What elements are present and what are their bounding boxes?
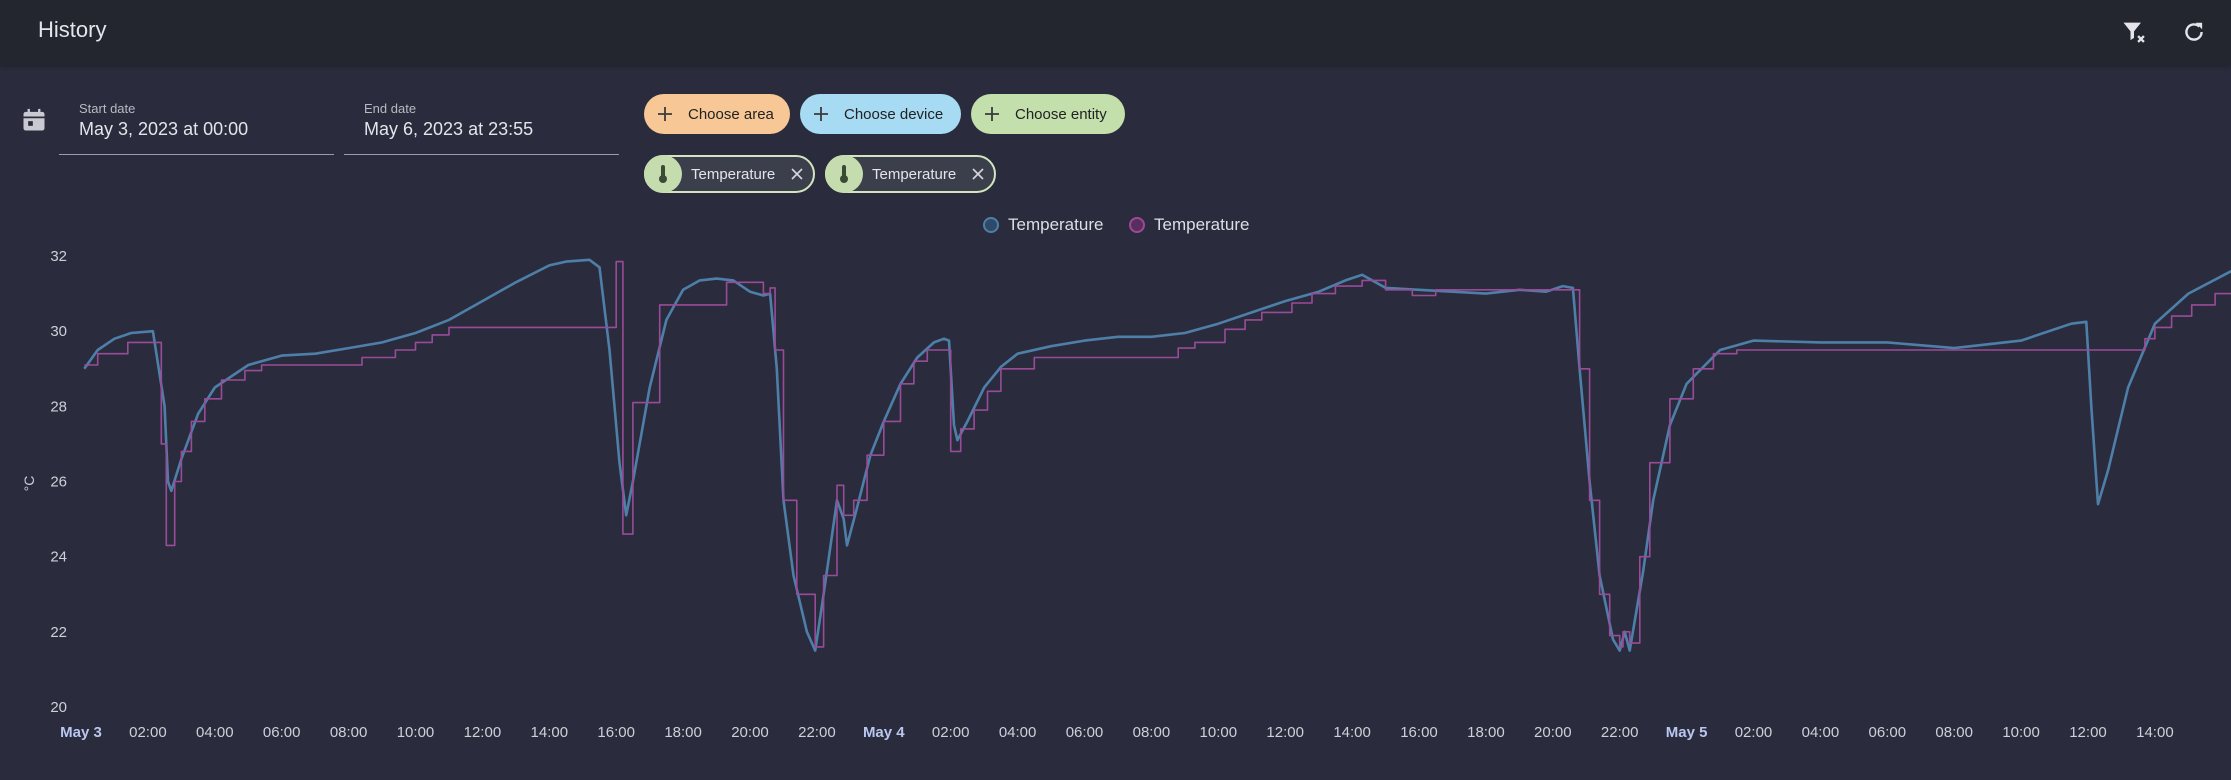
thermometer-icon [659, 165, 667, 183]
y-tick-label: 22 [50, 624, 67, 641]
entity-avatar [825, 155, 863, 193]
y-tick-label: 24 [50, 549, 67, 566]
y-tick-label: 28 [50, 398, 67, 415]
x-tick-label: May 4 [863, 724, 905, 741]
app-toolbar: History [0, 0, 2231, 65]
end-date-value: May 6, 2023 at 23:55 [364, 119, 534, 139]
x-tick-label: 12:00 [1266, 724, 1304, 741]
refresh-button[interactable] [2176, 14, 2212, 50]
choose-device-label: Choose device [844, 105, 944, 123]
entity-chip-label: Temperature [691, 165, 776, 183]
entity-chip: Temperature [644, 155, 815, 193]
x-tick-label: 06:00 [263, 724, 301, 741]
remove-icon[interactable] [971, 167, 985, 181]
calendar-icon[interactable] [20, 106, 48, 134]
choose-entity-button[interactable]: Choose entity [971, 94, 1125, 134]
choose-entity-label: Choose entity [1015, 105, 1107, 123]
choose-area-label: Choose area [688, 105, 774, 123]
x-tick-label: 14:00 [531, 724, 569, 741]
y-axis-label: °C [21, 476, 37, 492]
x-tick-label: 06:00 [1066, 724, 1104, 741]
y-tick-label: 20 [50, 699, 67, 716]
x-tick-label: 02:00 [932, 724, 970, 741]
x-tick-label: 04:00 [999, 724, 1037, 741]
thermometer-icon [840, 165, 848, 183]
legend-item-series-1[interactable]: Temperature [983, 215, 1103, 235]
y-tick-label: 26 [50, 474, 67, 491]
filter-remove-icon [2123, 22, 2145, 43]
start-date-label: Start date [79, 101, 136, 116]
entity-avatar [644, 155, 682, 193]
x-tick-label: 14:00 [1333, 724, 1371, 741]
entity-chip-label: Temperature [872, 165, 957, 183]
x-tick-label: 20:00 [1534, 724, 1572, 741]
plus-icon [658, 107, 672, 121]
legend-item-series-2[interactable]: Temperature [1129, 215, 1249, 235]
series-line-1 [83, 258, 2231, 652]
end-date-field[interactable]: End date May 6, 2023 at 23:55 [344, 96, 619, 155]
x-tick-label: 20:00 [731, 724, 769, 741]
refresh-icon [2185, 22, 2203, 41]
y-tick-label: 30 [50, 323, 67, 340]
x-tick-label: 18:00 [1467, 724, 1505, 741]
start-date-value: May 3, 2023 at 00:00 [79, 119, 249, 139]
legend-swatch [983, 217, 999, 233]
x-tick-label: 10:00 [1200, 724, 1238, 741]
x-tick-label: 12:00 [464, 724, 502, 741]
x-tick-label: 16:00 [597, 724, 635, 741]
choose-device-button[interactable]: Choose device [800, 94, 961, 134]
choose-area-button[interactable]: Choose area [644, 94, 790, 134]
legend-swatch [1129, 217, 1145, 233]
x-tick-label: 06:00 [1869, 724, 1907, 741]
x-tick-label: 02:00 [1735, 724, 1773, 741]
remove-icon[interactable] [790, 167, 804, 181]
series-line-2 [84, 260, 2231, 648]
x-tick-label: 04:00 [1802, 724, 1840, 741]
x-tick-label: 04:00 [196, 724, 234, 741]
end-date-label: End date [364, 101, 417, 116]
x-tick-label: 16:00 [1400, 724, 1438, 741]
entity-chip: Temperature [825, 155, 996, 193]
start-date-field[interactable]: Start date May 3, 2023 at 00:00 [59, 96, 334, 155]
y-tick-label: 32 [50, 248, 67, 265]
x-tick-label: 22:00 [798, 724, 836, 741]
plus-icon [985, 107, 999, 121]
x-tick-label: 08:00 [1935, 724, 1973, 741]
x-tick-label: 10:00 [397, 724, 435, 741]
x-tick-label: 12:00 [2069, 724, 2107, 741]
plus-icon [814, 107, 828, 121]
x-tick-label: 08:00 [1133, 724, 1171, 741]
x-tick-label: 08:00 [330, 724, 368, 741]
clear-filter-button[interactable] [2116, 14, 2152, 50]
x-tick-label: 14:00 [2136, 724, 2174, 741]
page-title: History [38, 17, 107, 42]
x-tick-label: 02:00 [129, 724, 167, 741]
x-tick-label: May 5 [1666, 724, 1708, 741]
x-tick-label: 22:00 [1601, 724, 1639, 741]
x-tick-label: May 3 [60, 724, 102, 741]
legend-label: Temperature [1008, 215, 1104, 234]
x-tick-label: 18:00 [664, 724, 702, 741]
legend-label: Temperature [1154, 215, 1250, 234]
x-tick-label: 10:00 [2002, 724, 2040, 741]
